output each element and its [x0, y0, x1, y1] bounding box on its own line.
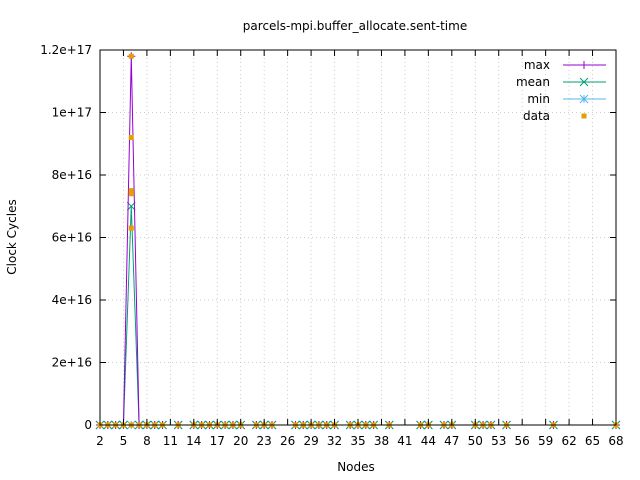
legend-label-mean: mean	[516, 75, 550, 89]
x-tick-label: 68	[608, 434, 623, 448]
axis-ticks: 0 2e+16 4e+16 6e+16 8e+16 1e+17 1.2e+17 2 5 8 11 14…	[40, 43, 623, 448]
data-point-fill	[128, 135, 134, 140]
x-tick-label: 38	[374, 434, 389, 448]
legend-label-data: data	[523, 109, 550, 123]
x-tick-label: 23	[257, 434, 272, 448]
x-axis-label: Nodes	[337, 460, 375, 474]
legend: max mean min data	[516, 58, 606, 123]
x-tick-label: 2	[96, 434, 104, 448]
x-tick-label: 35	[350, 434, 365, 448]
y-tick-label: 0	[84, 418, 92, 432]
legend-marker-min	[579, 94, 589, 104]
legend-marker-data-fill	[581, 113, 587, 119]
legend-marker-min-stroke	[579, 94, 589, 104]
x-tick-label: 17	[210, 434, 225, 448]
legend-label-max: max	[524, 58, 550, 72]
y-tick-label: 6e+16	[52, 231, 92, 245]
series-line-mean	[100, 206, 616, 426]
x-tick-label: 47	[444, 434, 459, 448]
legend-label-min: min	[527, 92, 550, 106]
x-tick-label: 44	[421, 434, 436, 448]
data-point	[128, 135, 134, 140]
x-tick-label: 26	[280, 434, 295, 448]
legend-marker-max	[580, 61, 588, 69]
y-tick-label: 2e+16	[52, 356, 92, 370]
x-tick-label: 5	[120, 434, 128, 448]
x-tick-label: 14	[186, 434, 201, 448]
y-axis-label: Clock Cycles	[5, 199, 19, 274]
plot-frame	[99, 49, 617, 426]
x-tick-label: 32	[327, 434, 342, 448]
data-point	[128, 188, 134, 194]
x-tick-label: 59	[538, 434, 553, 448]
x-tick-label: 50	[468, 434, 483, 448]
y-tick-label: 1.2e+17	[40, 43, 92, 57]
y-tick-label: 4e+16	[52, 293, 92, 307]
grid	[100, 50, 616, 425]
data-point	[128, 53, 134, 59]
data-point-fill	[128, 53, 134, 59]
data-point-fill	[128, 188, 134, 194]
data-point-fill	[128, 191, 134, 197]
data-point	[128, 191, 134, 197]
x-tick-label: 65	[585, 434, 600, 448]
x-tick-label: 20	[233, 434, 248, 448]
x-tick-label: 62	[561, 434, 576, 448]
x-tick-label: 29	[303, 434, 318, 448]
x-tick-label: 41	[397, 434, 412, 448]
x-tick-label: 8	[143, 434, 151, 448]
legend-marker-data	[581, 113, 587, 119]
chart-title: parcels-mpi.buffer_allocate.sent-time	[243, 19, 467, 33]
y-tick-label: 1e+17	[52, 106, 92, 120]
data-point-fill	[128, 225, 134, 231]
y-tick-label: 8e+16	[52, 168, 92, 182]
legend-marker-mean-stroke	[579, 77, 589, 87]
data-point	[128, 225, 134, 231]
x-tick-label: 53	[491, 434, 506, 448]
x-tick-label: 56	[515, 434, 530, 448]
x-tick-label: 11	[163, 434, 178, 448]
legend-marker-mean	[579, 77, 589, 87]
